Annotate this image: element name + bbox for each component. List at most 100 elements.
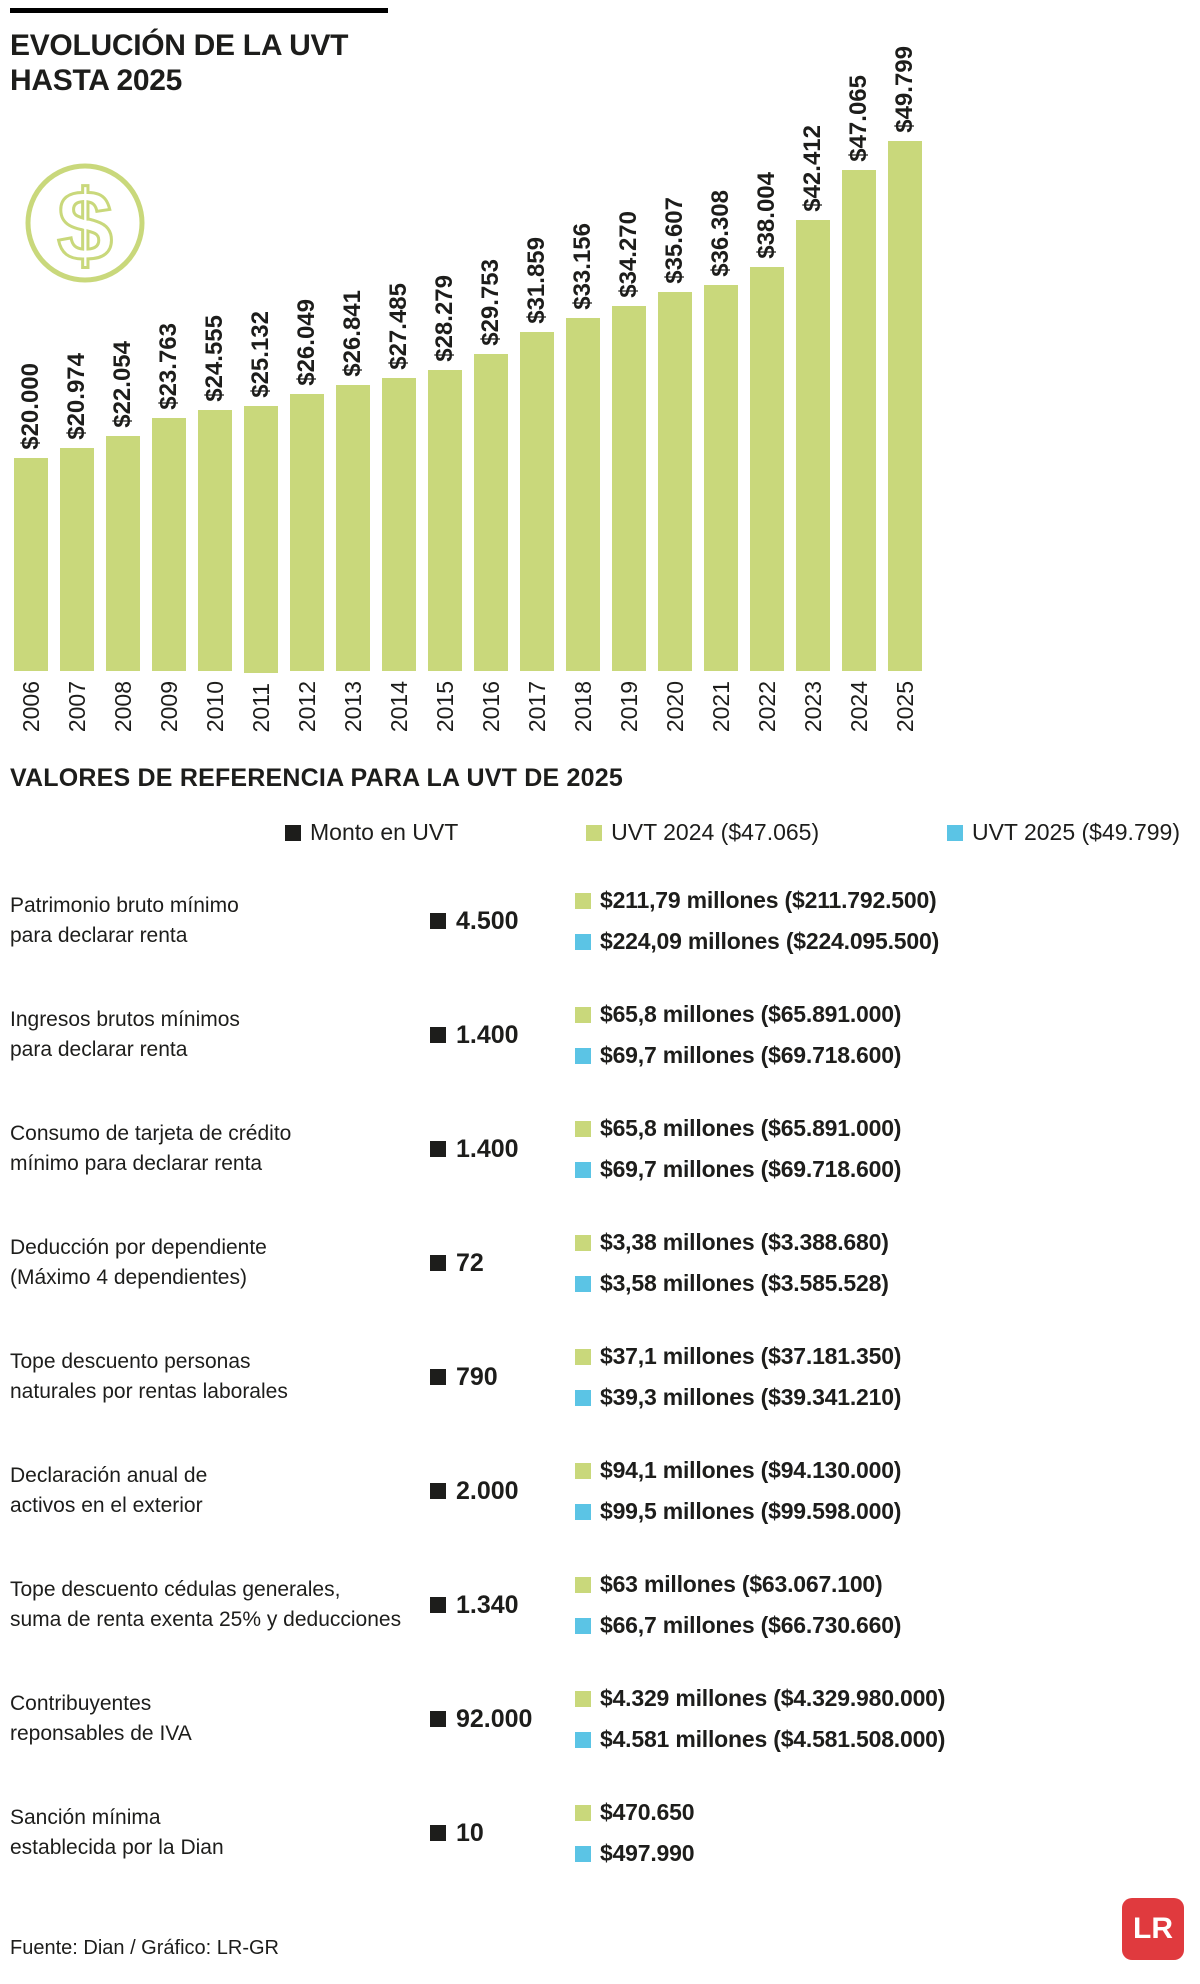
axis-year-label: 2012 xyxy=(293,680,320,732)
reference-values: $470.650 $497.990 xyxy=(575,1799,1200,1867)
bar-column-2016: $29.753 2016 xyxy=(474,259,508,732)
reference-row: Consumo de tarjeta de crédito mínimo par… xyxy=(0,1092,1200,1206)
uvt-amount: 10 xyxy=(430,1819,575,1848)
black-square-icon xyxy=(430,913,446,929)
uvt-value: 72 xyxy=(456,1248,484,1277)
bar xyxy=(658,291,692,671)
bar xyxy=(428,369,462,671)
bar xyxy=(520,331,554,671)
value-2025-text: $497.990 xyxy=(600,1840,695,1866)
bar-value-label: $20.000 xyxy=(17,363,44,450)
bar-chart: $20.000 2006 $20.974 2007 $22.054 2008 $23.763… xyxy=(14,46,922,732)
concept-label: Tope descuento personas naturales por re… xyxy=(10,1349,288,1403)
bar-value-label: $34.270 xyxy=(615,211,642,298)
bar-column-2022: $38.004 2022 xyxy=(750,172,784,732)
concept-label: Sanción mínima establecida por la Dian xyxy=(10,1805,224,1859)
value-2025: $69,7 millones ($69.718.600) xyxy=(575,1042,1200,1069)
uvt-value: 790 xyxy=(456,1362,498,1391)
value-2025-text: $39,3 millones ($39.341.210) xyxy=(600,1384,902,1410)
bar-value-label: $42.412 xyxy=(799,125,826,212)
value-2025: $3,58 millones ($3.585.528) xyxy=(575,1270,1200,1297)
bar-column-2013: $26.841 2013 xyxy=(336,290,370,732)
concept-label: Consumo de tarjeta de crédito mínimo par… xyxy=(10,1121,292,1175)
uvt-amount: 4.500 xyxy=(430,907,575,936)
value-2024: $94,1 millones ($94.130.000) xyxy=(575,1457,1200,1484)
reference-row: Deducción por dependiente (Máximo 4 depe… xyxy=(0,1206,1200,1320)
value-2025-text: $69,7 millones ($69.718.600) xyxy=(600,1156,902,1182)
page-title-line1: EVOLUCIÓN DE LA UVT xyxy=(10,29,349,62)
page-title-line2: HASTA 2025 xyxy=(10,64,183,98)
value-2024-text: $4.329 millones ($4.329.980.000) xyxy=(600,1685,946,1711)
bar xyxy=(750,266,784,671)
axis-year-label: 2006 xyxy=(17,680,44,732)
bar-column-2009: $23.763 2009 xyxy=(152,323,186,732)
axis-year-label: 2010 xyxy=(201,680,228,732)
value-2025-text: $99,5 millones ($99.598.000) xyxy=(600,1498,902,1524)
bar-column-2008: $22.054 2008 xyxy=(106,341,140,732)
source-credit: Fuente: Dian / Gráfico: LR-GR xyxy=(10,1937,279,1959)
bar-value-label: $33.156 xyxy=(569,223,596,310)
bar xyxy=(336,384,370,671)
bar-column-2018: $33.156 2018 xyxy=(566,223,600,732)
uvt-amount: 72 xyxy=(430,1249,575,1278)
reference-values: $65,8 millones ($65.891.000) $69,7 millon… xyxy=(575,1001,1200,1069)
bar-column-2021: $36.308 2021 xyxy=(704,190,738,732)
bar-column-2012: $26.049 2012 xyxy=(290,299,324,732)
bar xyxy=(382,377,416,671)
blue-square-icon xyxy=(575,1731,591,1748)
reference-values: $63 millones ($63.067.100) $66,7 millones… xyxy=(575,1571,1200,1639)
uvt-value: 10 xyxy=(456,1818,484,1847)
black-square-icon xyxy=(430,1483,446,1499)
blue-square-icon xyxy=(575,1503,591,1520)
black-square-icon xyxy=(430,1711,446,1727)
value-2024: $65,8 millones ($65.891.000) xyxy=(575,1115,1200,1142)
green-square-icon xyxy=(575,1462,591,1479)
value-2024-text: $211,79 millones ($211.792.500) xyxy=(600,887,937,913)
uvt-value: 1.400 xyxy=(456,1020,519,1049)
uvt-value: 4.500 xyxy=(456,906,519,935)
value-2024-text: $3,38 millones ($3.388.680) xyxy=(600,1229,889,1255)
bar-value-label: $26.049 xyxy=(293,299,320,386)
bar-value-label: $20.974 xyxy=(63,353,90,440)
value-2024-text: $63 millones ($63.067.100) xyxy=(600,1571,883,1597)
concept-label: Contribuyentes reponsables de IVA xyxy=(10,1691,192,1745)
svg-text:$: $ xyxy=(57,170,113,282)
bar-value-label: $49.799 xyxy=(891,46,918,133)
axis-year-label: 2015 xyxy=(431,680,458,732)
reference-values: $211,79 millones ($211.792.500) $224,09 m… xyxy=(575,887,1200,955)
value-2024: $4.329 millones ($4.329.980.000) xyxy=(575,1685,1200,1712)
bar-column-2017: $31.859 2017 xyxy=(520,237,554,732)
uvt-amount: 92.000 xyxy=(430,1705,575,1734)
bar xyxy=(474,353,508,671)
concept-label: Ingresos brutos mínimos para declarar re… xyxy=(10,1007,240,1061)
reference-row: Declaración anual de activos en el exter… xyxy=(0,1434,1200,1548)
black-square-icon xyxy=(430,1141,446,1157)
page-title: EVOLUCIÓN DE LA UVT HASTA 2025 xyxy=(10,28,349,99)
bar xyxy=(198,409,232,671)
axis-year-label: 2007 xyxy=(63,680,90,732)
black-square-icon xyxy=(430,1597,446,1613)
reference-row: Sanción mínima establecida por la Dian 10… xyxy=(0,1776,1200,1890)
reference-row: Tope descuento cédulas generales, suma d… xyxy=(0,1548,1200,1662)
legend-item-uvt-2024: UVT 2024 ($47.065) xyxy=(586,819,819,846)
axis-year-label: 2011 xyxy=(247,682,274,732)
black-square-icon xyxy=(285,824,301,841)
bar xyxy=(290,393,324,671)
uvt-value: 92.000 xyxy=(456,1704,533,1733)
bar xyxy=(106,435,140,671)
axis-year-label: 2020 xyxy=(661,680,688,732)
blue-square-icon xyxy=(575,1617,591,1634)
reference-values: $3,38 millones ($3.388.680) $3,58 millone… xyxy=(575,1229,1200,1297)
value-2025: $66,7 millones ($66.730.660) xyxy=(575,1612,1200,1639)
bar-column-2020: $35.607 2020 xyxy=(658,197,692,732)
value-2024: $65,8 millones ($65.891.000) xyxy=(575,1001,1200,1028)
value-2024: $63 millones ($63.067.100) xyxy=(575,1571,1200,1598)
uvt-bar-chart-section: EVOLUCIÓN DE LA UVT HASTA 2025 $ $20.000… xyxy=(0,0,1200,732)
dollar-coin-icon: $ xyxy=(25,163,145,284)
uvt-value: 2.000 xyxy=(456,1476,519,1505)
concept-label: Deducción por dependiente (Máximo 4 depe… xyxy=(10,1235,267,1289)
legend-item-uvt-2025: UVT 2025 ($49.799) xyxy=(946,819,1180,846)
bar-value-label: $29.753 xyxy=(477,259,504,346)
reference-row: Tope descuento personas naturales por re… xyxy=(0,1320,1200,1434)
reference-values: $4.329 millones ($4.329.980.000) $4.581 m… xyxy=(575,1685,1200,1753)
